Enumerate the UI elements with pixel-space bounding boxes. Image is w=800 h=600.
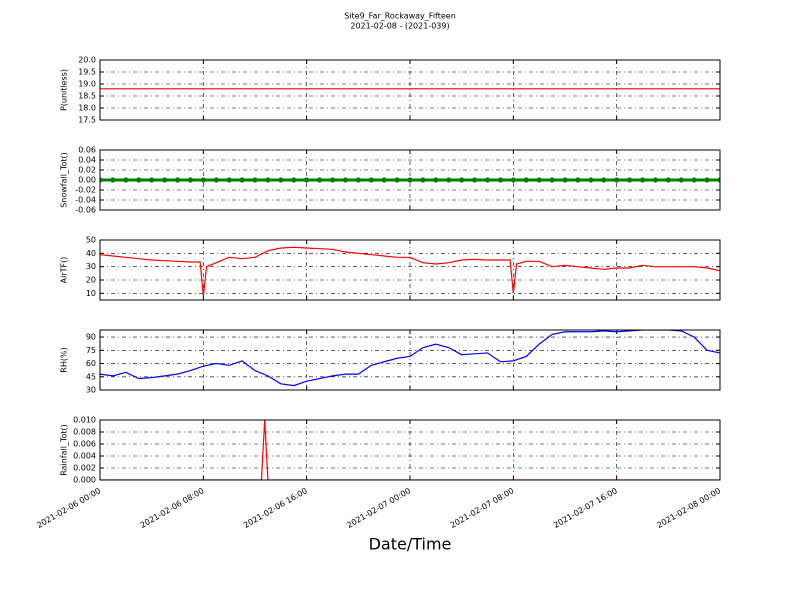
y-tick-label: 75 [86,346,96,355]
data-line [100,330,720,387]
y-tick-label: 0.008 [73,428,96,437]
y-tick-label: 50 [86,236,96,245]
data-point [226,177,232,183]
y-tick-label: 0.06 [78,146,96,155]
plot-area [100,246,720,297]
data-point [446,177,452,183]
y-tick-label: 19.5 [78,68,96,77]
y-tick-label: 0.004 [73,452,96,461]
y-tick-label: -0.06 [75,206,96,215]
axes-frame [99,59,721,121]
data-point [355,177,361,183]
axes-frame [99,239,721,301]
data-point [265,177,271,183]
figure-title: Site9_Far_Rockaway_Fifteen [344,12,456,21]
plot-area [100,177,720,183]
data-point [187,177,194,183]
data-point [420,177,426,183]
data-point [497,177,504,183]
data-point [639,177,646,183]
y-tick-label: 60 [86,359,96,368]
data-point [123,177,129,183]
y-tick-label: 10 [86,289,96,298]
y-tick-label: 0.04 [78,156,96,165]
data-point [614,177,620,183]
data-point [433,177,439,183]
y-axis-label: P(unitless) [60,69,69,111]
axes-frame [99,329,721,391]
data-point [239,177,245,183]
data-point [174,177,181,183]
data-point [278,177,284,183]
x-axis-label: Date/Time [369,535,452,554]
data-point [100,177,103,183]
y-tick-label: 19.0 [78,80,96,89]
data-point [601,177,607,183]
axes-frame [99,419,721,481]
y-tick-label: 17.5 [78,116,96,125]
y-tick-label: 0.002 [73,464,96,473]
data-point [200,177,206,183]
data-point [691,177,697,183]
y-tick-label: 0.00 [78,176,96,185]
data-point [652,177,659,183]
data-point [704,177,710,183]
data-point [329,177,336,183]
data-point [536,177,542,183]
data-point [678,177,684,183]
plot-area [100,330,720,387]
y-tick-label: 20.0 [78,56,96,65]
data-point [523,177,529,183]
data-point [717,177,720,183]
data-point [549,177,555,183]
y-tick-label: 45 [86,372,96,381]
y-tick-label: 0.02 [78,166,96,175]
y-tick-label: 0.000 [73,476,96,485]
y-tick-label: -0.02 [75,186,96,195]
data-point [588,177,594,183]
data-point [407,177,413,183]
data-point [368,177,374,183]
y-axis-label: RH(%) [60,347,69,372]
y-axis-label: Rainfall_Tot() [60,424,69,476]
y-tick-label: -0.04 [75,196,96,205]
axes-frame [99,149,721,211]
y-tick-label: 20 [86,276,96,285]
data-point [316,177,323,183]
y-tick-label: 30 [86,386,96,395]
data-point [394,177,400,183]
data-point [626,177,633,183]
data-point [291,177,297,183]
y-tick-label: 18.5 [78,92,96,101]
y-tick-label: 0.006 [73,440,96,449]
data-point [484,177,491,183]
y-tick-label: 90 [86,333,96,342]
data-point [575,177,581,183]
data-point [213,177,219,183]
y-tick-label: 30 [86,262,96,271]
data-point [161,177,168,183]
data-point [252,177,258,183]
data-point [381,177,387,183]
data-point [136,177,142,183]
data-point [510,177,516,183]
data-point [471,177,478,183]
y-tick-label: 0.010 [73,416,96,425]
data-point [110,177,116,183]
y-tick-label: 18.0 [78,104,96,113]
data-point [149,177,155,183]
figure-subtitle: 2021-02-08 - (2021-039) [350,22,449,31]
y-axis-label: Snowfall_Tot() [60,152,69,208]
y-tick-label: 40 [86,249,96,258]
y-axis-label: AirTF() [60,257,69,284]
data-point [665,177,671,183]
data-line [100,246,720,297]
data-point [562,177,568,183]
data-point [342,177,349,183]
data-point [459,177,465,183]
data-point [304,177,310,183]
